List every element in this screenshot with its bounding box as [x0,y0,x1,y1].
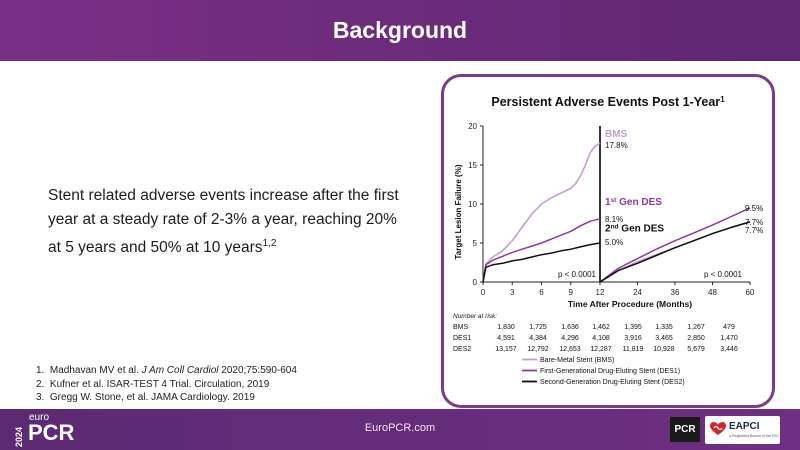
chart-panel: Persistent Adverse Events Post 1-Year1 0 5… [441,74,775,408]
risk-table-row-label: DES2 [453,346,471,353]
y-axis-label: Target Lesion Failure (%) [454,164,463,259]
risk-table-cell: 5,679 [687,346,705,353]
pcr-badge-logo: PCR [670,417,700,442]
x-tick-label: 24 [633,288,642,297]
footer-bar [0,409,800,450]
risk-table-cell: 2,850 [687,335,705,342]
annotation-value-des1: 8.1% [605,215,623,224]
annotation-label-bms: BMS [605,129,628,140]
risk-table-cell: 4,384 [529,335,547,342]
legend-label-bms: Bare-Metal Stent (BMS) [540,357,614,364]
eapci-sublabel: A Registered Branch of the ESC [729,434,779,438]
pvalue-left: p < 0.0001 [558,270,597,279]
y-tick-label: 10 [468,200,477,209]
europcr-logo-top: euro [29,412,50,423]
risk-table-row-label: BMS [453,324,469,331]
bullet-citation: 1,2 [262,238,277,249]
europcr-logo: PCR [28,420,75,445]
risk-table-cell: 1,470 [720,335,738,342]
series-line-des1-after-1y [599,207,751,283]
x-tick-label: 6 [539,288,544,297]
x-axis-label: Time After Procedure (Months) [568,299,692,309]
end-value-label: 9.5% [745,204,763,213]
risk-table-header: Number at risk: [453,313,497,320]
end-value-label: 7.7% [745,226,763,235]
risk-table-cell: 1,267 [687,324,705,331]
series-line-des2-after-1y [599,221,751,283]
x-tick-label: 3 [510,288,515,297]
eapci-logo: EAPCI A Registered Branch of the ESC [705,416,780,444]
y-tick-label: 0 [473,278,478,287]
y-tick-label: 15 [468,161,477,170]
end-value-label: 7.7% [745,218,763,227]
x-tick-label: 0 [481,288,486,297]
risk-table-cell: 10,928 [653,346,675,353]
risk-table-cell: 11,819 [623,346,644,353]
x-tick-label: 12 [596,288,605,297]
reference-item: 2. Kufner et al. ISAR-TEST 4 Trial. Circ… [36,378,270,390]
reference-item: 1. Madhavan MV et al. J Am Coll Cardiol … [36,365,297,376]
risk-table-cell: 1,830 [497,324,515,331]
risk-table-cell: 1,636 [561,324,579,331]
tlf-chart: Persistent Adverse Events Post 1-Year1 0 5… [453,95,763,387]
legend-label-des2: Second-Generation Drug-Eluting Stent (DE… [540,379,685,386]
x-tick-label: 60 [746,288,755,297]
series-line-des2-first-year [482,242,601,283]
risk-table-cell: 4,296 [561,335,579,342]
references-list: 1. Madhavan MV et al. J Am Coll Cardiol … [36,364,297,405]
slide-header: Background [0,0,800,61]
risk-table-cell: 479 [723,324,735,331]
risk-table-cell: 3,465 [655,335,673,342]
footer-website-link[interactable]: EuroPCR.com [364,422,436,434]
annotation-value-bms: 17.8% [605,141,628,150]
risk-table-cell: 1,725 [529,324,547,331]
chart-title: Persistent Adverse Events Post 1-Year1 [491,95,725,110]
x-tick-label: 9 [569,288,574,297]
x-tick-label: 48 [708,288,717,297]
x-tick-label: 36 [671,288,680,297]
slide-title: Background [332,17,468,43]
main-bullet: Stent related adverse events increase af… [48,184,408,260]
bullet-text: Stent related adverse events increase af… [48,187,399,257]
risk-table-cell: 3,916 [624,335,642,342]
legend-label-des1: First-Generational Drug-Eluting Stent (D… [540,368,680,375]
risk-table-cell: 13,157 [495,346,517,353]
eapci-label: EAPCI [729,421,760,432]
risk-table-cell: 1,462 [592,324,610,331]
y-tick-label: 20 [468,122,477,131]
pvalue-right: p < 0.0001 [704,270,743,279]
risk-table-cell: 4,591 [497,335,515,342]
risk-table-cell: 3,446 [720,346,738,353]
series-line-bms-first-year [482,142,601,283]
risk-table-cell: 12,792 [527,346,549,353]
risk-table-cell: 12,653 [559,346,581,353]
heart-icon [710,422,726,435]
reference-item: 3. Gregg W. Stone, et al. JAMA Cardiolog… [36,392,255,403]
risk-table-cell: 4,108 [592,335,610,342]
risk-table-cell: 1,395 [624,324,642,331]
risk-table-cell: 12,287 [590,346,612,353]
annotation-value-des2: 5.0% [605,238,623,247]
series-line-des1-first-year [482,218,601,283]
risk-table-row-label: DES1 [453,335,471,342]
annotation-label-des1: 1st Gen DES [605,197,662,209]
y-tick-label: 5 [473,239,478,248]
risk-table-cell: 1,335 [655,324,673,331]
annotation-label-des2: 2nd Gen DES [605,223,664,235]
